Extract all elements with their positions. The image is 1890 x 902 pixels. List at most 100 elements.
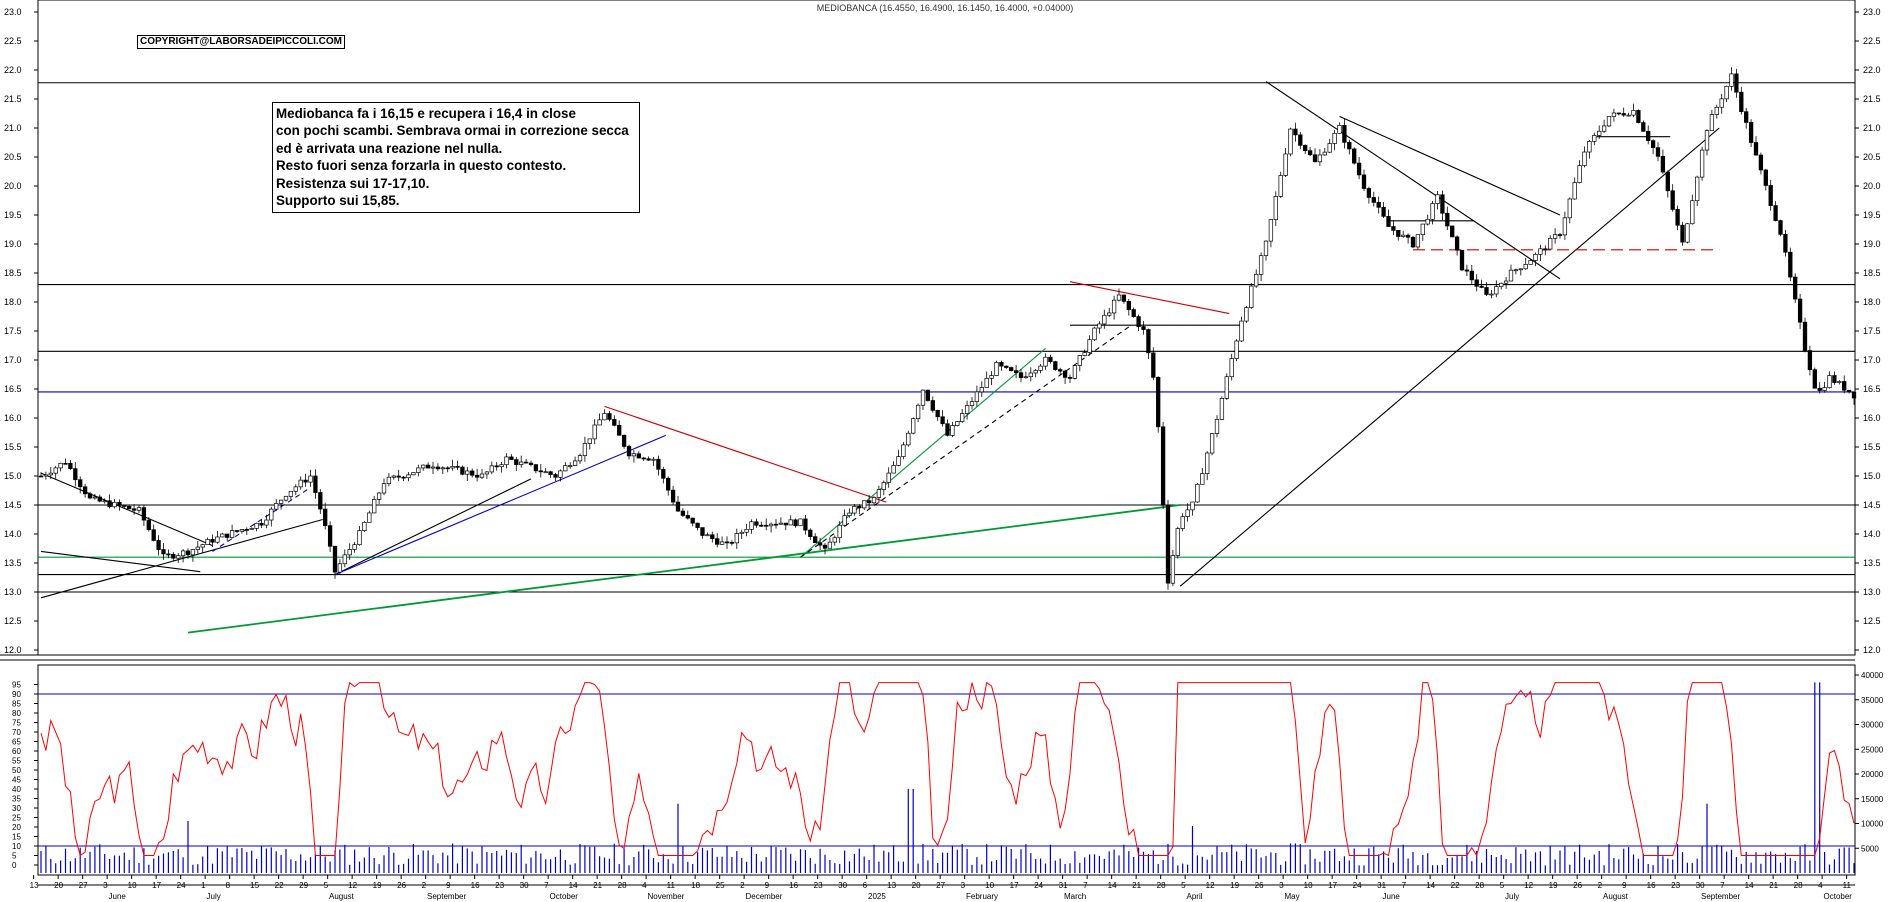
candle-body: [82, 486, 88, 495]
candle-body: [523, 461, 529, 464]
note-line: Resto fuori senza forzarla in questo con…: [276, 158, 567, 174]
candle-body: [1660, 156, 1666, 173]
candle-body: [1827, 375, 1832, 389]
candle-body: [817, 542, 823, 546]
note-line: Mediobanca fa i 16,15 e recupera i 16,4 …: [276, 106, 576, 121]
date-tick-label: 4: [1818, 881, 1823, 890]
candle-body: [1111, 299, 1117, 314]
date-tick-label: 12: [1206, 881, 1215, 890]
candle-body: [891, 465, 896, 474]
candle-body: [509, 456, 514, 460]
candle-body: [376, 492, 382, 500]
candle-body: [832, 537, 837, 543]
candle-body: [465, 470, 470, 475]
date-tick-label: 28: [1475, 881, 1484, 890]
candle-body: [303, 479, 308, 483]
candle-body: [1499, 282, 1504, 287]
candle-body: [1401, 234, 1406, 237]
candle-body: [1704, 130, 1710, 151]
candle-body: [1244, 307, 1249, 322]
price-tick-label: 12.5: [4, 616, 22, 626]
osc-tick-label: 0: [12, 861, 17, 870]
candle-body: [621, 434, 627, 447]
date-tick-label: 7: [1083, 881, 1088, 890]
note-line: ed è arrivata una reazione nel nulla.: [276, 140, 503, 156]
candle-body: [1018, 372, 1024, 378]
candle-body: [1626, 114, 1631, 117]
price-tick-label: 12.0: [1863, 645, 1881, 655]
price-grid: [0, 0, 1856, 661]
candle-body: [239, 529, 245, 532]
price-tick-label: 14.0: [1863, 529, 1881, 539]
oscillator-line: [40, 681, 1855, 857]
candle-body: [842, 515, 847, 526]
candle-body: [73, 468, 78, 481]
candle-body: [587, 438, 592, 444]
candle-body: [141, 507, 147, 521]
candle-body: [1479, 285, 1484, 288]
osc-tick-label: 35: [12, 795, 21, 804]
trend-line: [1265, 81, 1561, 280]
candle-body: [1680, 224, 1685, 243]
date-tick-label: 28: [618, 881, 627, 890]
candle-body: [1562, 217, 1568, 236]
price-tick-label: 22.5: [1863, 36, 1881, 46]
candle-body: [205, 539, 210, 546]
candle-body: [1087, 339, 1092, 353]
candle-body: [1288, 128, 1293, 155]
candle-body: [1773, 205, 1778, 221]
trend-line: [800, 347, 1046, 558]
candle-body: [107, 500, 112, 508]
month-label: June: [1383, 892, 1401, 901]
candle-body: [210, 539, 215, 543]
candle-body: [1695, 176, 1700, 202]
price-tick-label: 16.5: [4, 384, 22, 394]
copyright-label: COPYRIGHT@LABORSADEIPICCOLI.COM: [137, 35, 345, 49]
candle-body: [460, 466, 465, 475]
candle-body: [896, 456, 901, 466]
candle-body: [136, 507, 142, 511]
price-tick-label: 20.5: [1863, 152, 1881, 162]
candle-body: [308, 475, 313, 483]
candle-body: [1160, 426, 1166, 506]
candle-body: [156, 540, 161, 550]
candle-body: [416, 467, 421, 473]
date-tick-label: 11: [667, 881, 676, 890]
price-tick-label: 15.0: [1863, 471, 1881, 481]
date-tick-label: 5: [324, 881, 329, 890]
candle-body: [1842, 381, 1847, 391]
candle-body: [680, 510, 686, 516]
trend-line: [334, 434, 666, 576]
candle-body: [1180, 516, 1185, 529]
candle-body: [793, 519, 798, 527]
date-tick-label: 25: [716, 881, 725, 890]
trend-line: [334, 478, 532, 576]
candle-body: [1719, 98, 1724, 108]
osc-tick-label: 50: [12, 766, 21, 775]
volume-bars: [40, 682, 1855, 873]
price-tick-label: 18.0: [4, 297, 22, 307]
osc-tick-label: 60: [12, 747, 21, 756]
candle-body: [1376, 202, 1381, 208]
candle-body: [112, 501, 117, 508]
price-tick-label: 21.0: [1863, 123, 1881, 133]
candle-body: [1298, 134, 1303, 146]
price-tick-label: 16.0: [4, 413, 22, 423]
candle-body: [626, 446, 632, 457]
candle-body: [504, 456, 509, 466]
candle-body: [1797, 298, 1803, 323]
date-tick-label: 23: [814, 881, 823, 890]
volume-tick-label: 25000: [1861, 745, 1884, 754]
date-tick-label: 20: [54, 881, 63, 890]
candle-body: [1053, 361, 1058, 370]
trend-lines: [40, 81, 1720, 634]
candle-body: [960, 413, 965, 422]
price-axis: 12.0 12.0 12.5 12.5 13.0 13.0 13.5 13.5 14.0 14.0…: [4, 7, 1881, 655]
month-label: April: [1187, 892, 1203, 901]
date-tick-label: 30: [838, 881, 847, 890]
candle-body: [925, 389, 931, 401]
candle-body: [1714, 106, 1719, 115]
candle-body: [1092, 327, 1097, 341]
candle-body: [323, 508, 328, 526]
candle-body: [1058, 369, 1063, 372]
